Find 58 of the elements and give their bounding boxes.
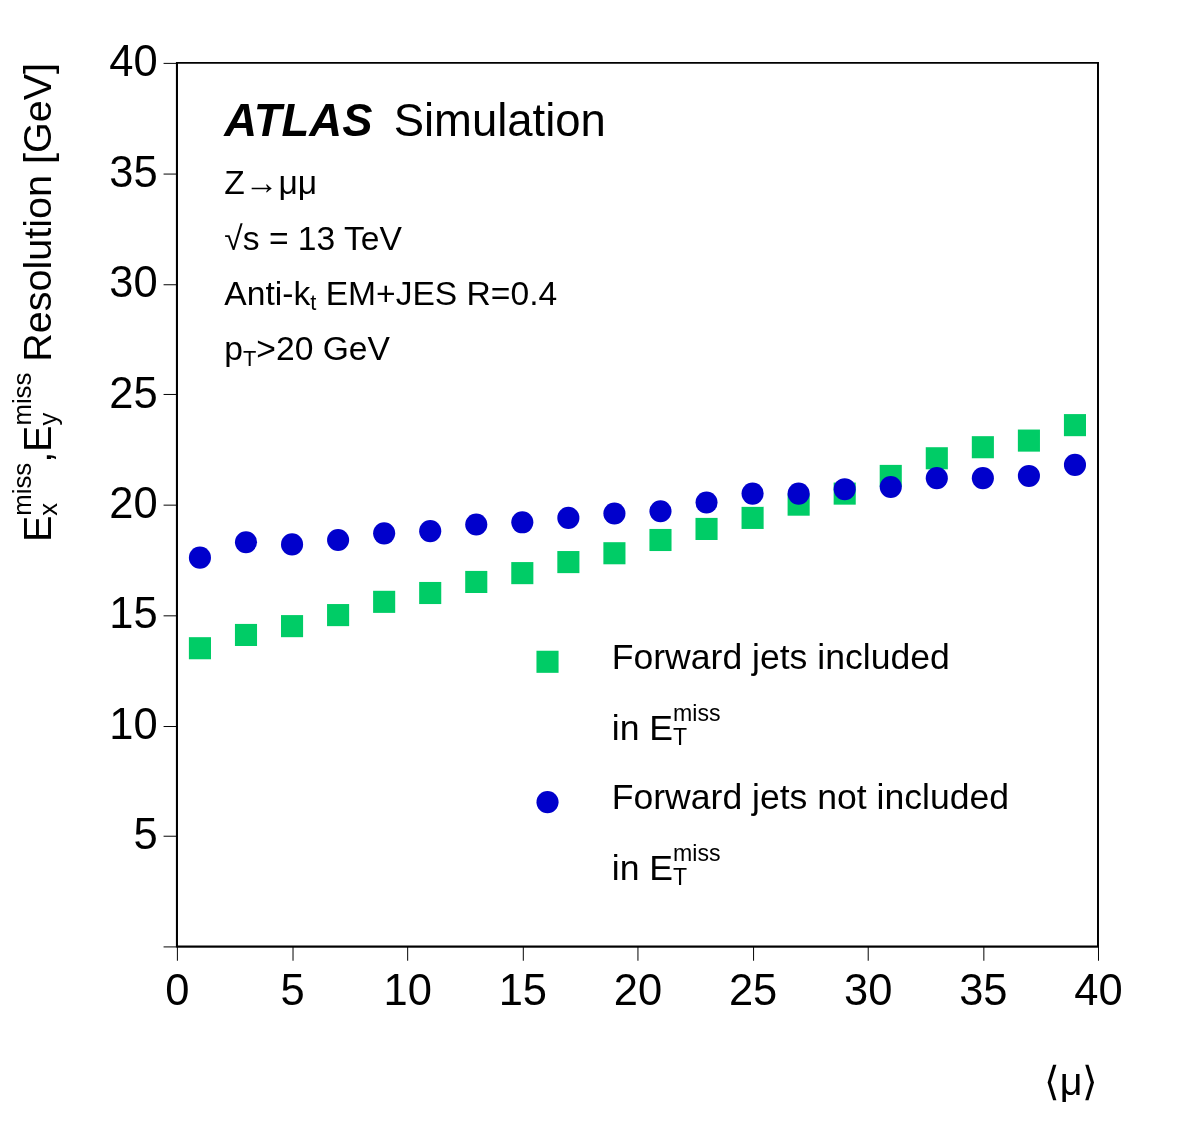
y-axis-title: Exmiss,Eymiss Resolution [GeV] <box>7 62 63 543</box>
point <box>649 500 672 523</box>
y-tick-label: 30 <box>109 258 158 307</box>
point <box>280 615 304 638</box>
point <box>327 604 350 627</box>
point <box>603 502 626 525</box>
point <box>1017 464 1040 487</box>
x-tick-label: 5 <box>280 966 305 1015</box>
point <box>879 475 902 499</box>
point <box>925 447 948 470</box>
point <box>511 562 534 585</box>
point <box>465 570 488 594</box>
point <box>234 531 258 554</box>
point <box>695 491 718 514</box>
point <box>327 528 350 552</box>
point <box>280 533 304 556</box>
y-tick-label: 25 <box>109 368 158 417</box>
point <box>649 528 672 552</box>
x-tick-label: 20 <box>613 966 663 1015</box>
point <box>373 522 396 545</box>
point <box>925 467 948 490</box>
y-tick-label: 15 <box>109 589 158 638</box>
annotation: Z→μμ <box>224 164 318 202</box>
point <box>188 546 211 569</box>
x-tick-label: 10 <box>383 966 432 1015</box>
x-axis-title: ⟨μ⟩ <box>1043 1059 1099 1104</box>
point <box>419 581 442 605</box>
y-tick-label: 10 <box>109 699 158 748</box>
x-tick-label: 15 <box>498 966 547 1015</box>
annotation: ATLAS Simulation <box>223 95 606 147</box>
x-tick-label: 25 <box>728 966 778 1015</box>
annotation: √s = 13 TeV <box>224 219 403 257</box>
point <box>557 551 580 574</box>
point <box>511 511 534 534</box>
point <box>557 506 580 529</box>
y-tick-label: 35 <box>109 147 158 196</box>
x-tick-label: 30 <box>844 966 893 1015</box>
point <box>419 520 442 543</box>
point <box>741 506 764 529</box>
x-tick-label: 0 <box>165 966 190 1015</box>
y-tick-label: 5 <box>133 810 158 859</box>
point <box>603 542 626 565</box>
point <box>373 590 396 613</box>
point <box>188 637 211 660</box>
point <box>695 517 718 540</box>
point <box>1017 429 1040 452</box>
point <box>1063 453 1087 476</box>
point <box>1063 414 1087 437</box>
y-tick-label: 40 <box>109 37 158 86</box>
point <box>971 436 994 459</box>
x-tick-label: 35 <box>959 966 1008 1015</box>
point <box>741 482 764 505</box>
point <box>465 513 488 536</box>
y-tick-label: 20 <box>109 478 158 527</box>
point <box>971 467 994 490</box>
x-tick-label: 40 <box>1074 966 1123 1015</box>
point <box>787 482 810 505</box>
point <box>234 623 258 647</box>
